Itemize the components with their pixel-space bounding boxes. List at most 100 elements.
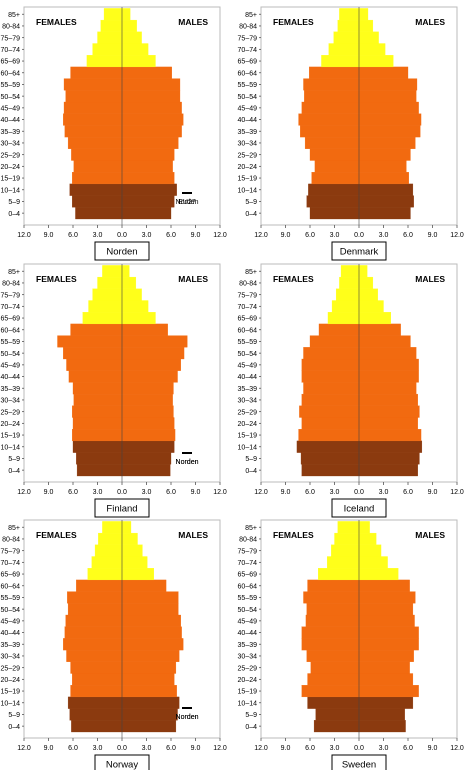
female-bar-55–59 [63, 78, 123, 91]
age-label: 80-84 [239, 24, 257, 31]
male-bar-40–44 [358, 626, 419, 639]
male-bar-55–59 [358, 78, 418, 91]
male-bar-55–59 [358, 591, 416, 604]
female-bar-65–69 [321, 55, 360, 68]
female-bar-70–74 [326, 556, 360, 569]
males-label: MALES [178, 530, 208, 540]
male-bar-30–34 [121, 393, 173, 406]
male-bar-85+ [121, 8, 131, 21]
male-bar-20–24 [358, 673, 414, 686]
female-bar-5–9 [315, 708, 360, 721]
female-bar-80-84 [100, 19, 123, 32]
age-label: 10–14 [1, 700, 21, 707]
male-bar-65–69 [358, 55, 394, 68]
male-bar-5–9 [358, 708, 405, 721]
female-bar-80-84 [97, 276, 123, 289]
female-bar-35–39 [72, 382, 123, 395]
x-tick-label: 6.0 [403, 232, 413, 239]
male-bar-50–54 [121, 603, 179, 616]
male-bar-5–9 [358, 452, 420, 465]
male-bar-25–29 [121, 661, 177, 674]
female-bar-40–44 [63, 113, 123, 126]
male-bar-50–54 [358, 90, 417, 103]
female-bar-25–29 [71, 148, 123, 161]
female-bar-70–74 [92, 43, 123, 56]
age-label: 75–79 [238, 35, 258, 42]
age-label: 45–49 [238, 105, 258, 112]
male-bar-35–39 [358, 125, 421, 138]
female-bar-85+ [102, 265, 123, 278]
x-tick-label: 6.0 [305, 232, 315, 239]
legend-label: Norden [176, 714, 199, 721]
female-bar-45–49 [66, 358, 123, 371]
males-label: MALES [415, 530, 445, 540]
age-label: 60–64 [1, 583, 21, 590]
age-label: 5–9 [8, 712, 20, 719]
female-bar-80-84 [334, 532, 360, 545]
x-tick-label: 3.0 [93, 232, 103, 239]
male-bar-10–14 [358, 696, 414, 709]
age-label: 55–59 [1, 595, 21, 602]
age-label: 80-84 [2, 281, 20, 288]
male-bar-60–64 [358, 66, 409, 79]
male-bar-75–79 [121, 544, 143, 557]
age-label: 85+ [8, 269, 20, 276]
age-label: 75–79 [1, 35, 21, 42]
age-label: 40–44 [238, 374, 258, 381]
male-bar-70–74 [358, 300, 384, 313]
age-label: 25–29 [238, 665, 258, 672]
x-tick-label: 12.0 [450, 232, 464, 239]
male-bar-85+ [121, 521, 132, 534]
x-tick-label: 12.0 [213, 745, 227, 752]
age-label: 85+ [8, 525, 20, 532]
country-label: Sweden [342, 760, 376, 771]
x-tick-label: 6.0 [166, 232, 176, 239]
age-label: 40–44 [1, 630, 21, 637]
female-bar-25–29 [299, 405, 360, 418]
female-bar-35–39 [301, 638, 360, 651]
age-label: 60–64 [1, 327, 21, 334]
female-bar-0–4 [71, 720, 123, 733]
female-bar-20–24 [73, 160, 123, 173]
female-bar-50–54 [303, 347, 360, 360]
female-bar-60–64 [309, 66, 360, 79]
age-label: 15–19 [1, 689, 21, 696]
female-bar-80-84 [339, 276, 360, 289]
female-bar-30–34 [304, 136, 360, 149]
male-bar-20–24 [358, 417, 418, 430]
male-bar-50–54 [121, 347, 185, 360]
female-bar-50–54 [304, 90, 360, 103]
legend-label: Norden [176, 714, 199, 721]
female-bar-65–69 [86, 55, 123, 68]
x-tick-label: 6.0 [68, 232, 78, 239]
male-bar-10–14 [121, 696, 180, 709]
x-tick-label: 12.0 [450, 489, 464, 496]
age-label: 25–29 [1, 409, 21, 416]
age-label: 55–59 [238, 595, 258, 602]
female-bar-15–19 [72, 172, 123, 185]
x-tick-label: 6.0 [305, 745, 315, 752]
female-bar-50–54 [67, 603, 123, 616]
male-bar-50–54 [358, 347, 417, 360]
males-label: MALES [415, 274, 445, 284]
male-bar-75–79 [358, 544, 382, 557]
country-label: Denmark [340, 247, 379, 258]
male-bar-30–34 [121, 649, 180, 662]
age-label: 0–4 [245, 468, 257, 475]
male-bar-15–19 [358, 429, 422, 442]
x-tick-label: 9.0 [281, 489, 291, 496]
age-label: 30–34 [238, 398, 258, 405]
female-bar-75–79 [92, 288, 123, 301]
female-bar-35–39 [303, 382, 360, 395]
age-label: 65–69 [238, 59, 258, 66]
age-label: 15–19 [1, 176, 21, 183]
male-bar-85+ [358, 8, 369, 21]
x-tick-label: 9.0 [191, 489, 201, 496]
country-box [331, 241, 387, 261]
x-tick-label: 12.0 [254, 232, 268, 239]
age-label: 80-84 [239, 537, 257, 544]
female-bar-55–59 [303, 591, 360, 604]
age-label: 30–34 [238, 141, 258, 148]
male-bar-25–29 [121, 148, 175, 161]
age-label: 40–44 [1, 117, 21, 124]
